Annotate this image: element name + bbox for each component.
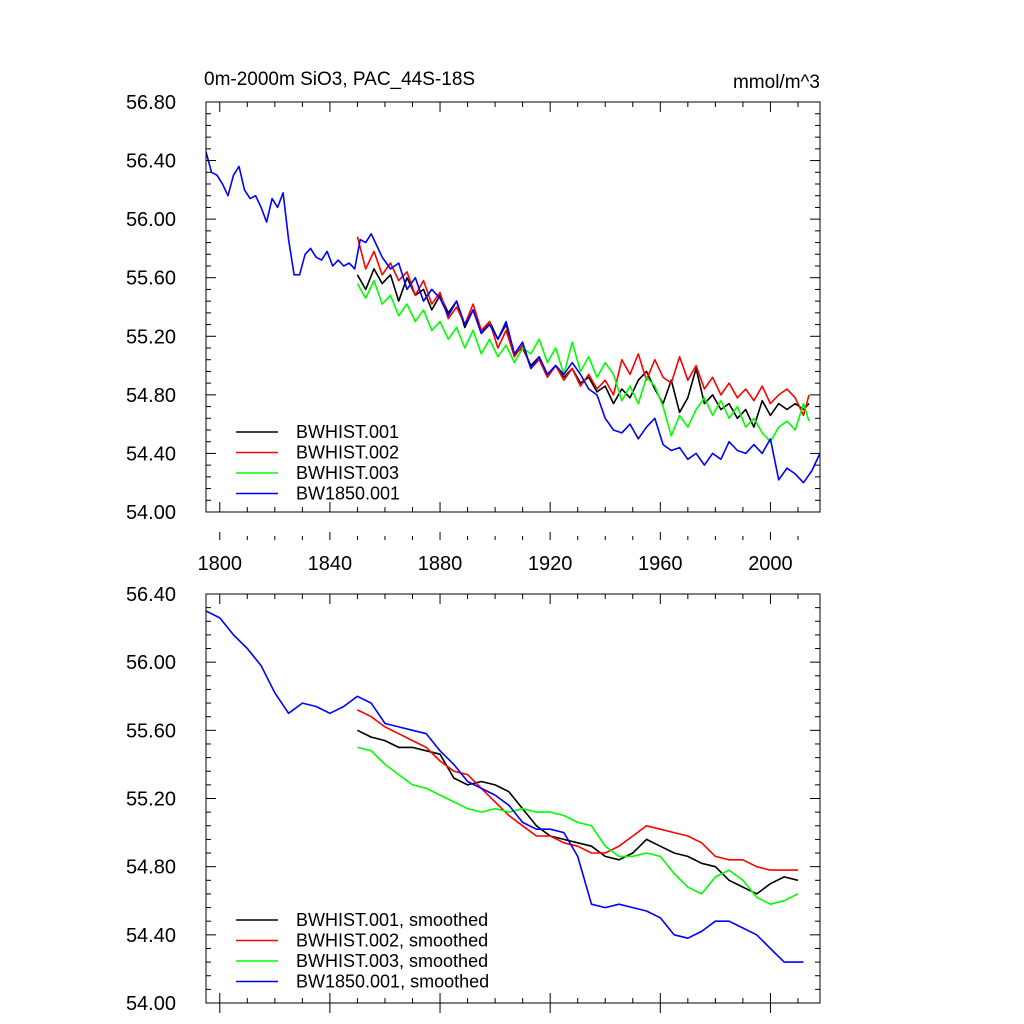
y-tick-label: 54.00 xyxy=(126,502,176,524)
y-tick-label: 56.00 xyxy=(126,652,176,674)
legend-label: BWHIST.001 xyxy=(296,422,399,442)
series-line-bwhist-003-smoothed xyxy=(357,746,799,906)
y-tick-label: 54.00 xyxy=(126,993,176,1015)
series-line-bwhist-001-smoothed xyxy=(357,729,799,895)
units-label: mmol/m^3 xyxy=(733,72,820,93)
legend-label: BW1850.001 xyxy=(296,484,400,504)
bottom-panel-smoothed-timeseries: 54.00 54.40 54.80 55.20 55.60 56.00 56.40 BWHIS… xyxy=(126,584,821,1015)
legend-label: BWHIST.003, smoothed xyxy=(296,951,488,971)
x-tick-label: 2000 xyxy=(748,553,793,575)
series-line-bw1850-001 xyxy=(206,151,820,484)
y-tick-label: 55.60 xyxy=(126,268,176,290)
x-tick-label: 1920 xyxy=(528,553,573,575)
y-tick-label: 56.40 xyxy=(126,584,176,606)
x-tick-label: 1960 xyxy=(638,553,683,575)
series-line-bwhist-001 xyxy=(356,268,810,428)
legend-label: BWHIST.001, smoothed xyxy=(296,910,488,930)
y-tick-label: 55.20 xyxy=(126,789,176,811)
series-line-bw1850-001-smoothed xyxy=(206,610,804,963)
legend-label: BWHIST.003 xyxy=(296,463,399,483)
y-tick-label: 55.60 xyxy=(126,720,176,742)
y-tick-label: 54.40 xyxy=(126,443,176,465)
x-tick-label: 1800 xyxy=(198,553,243,575)
x-tick-label: 1840 xyxy=(308,553,353,575)
y-tick-label: 56.80 xyxy=(126,92,176,114)
series-line-bwhist-003 xyxy=(356,279,810,443)
y-tick-label: 56.00 xyxy=(126,209,176,231)
chart-title: 0m-2000m SiO3, PAC_44S-18S xyxy=(204,69,475,90)
y-tick-label: 56.40 xyxy=(126,151,176,173)
y-tick-label: 54.40 xyxy=(126,925,176,947)
plot-frame xyxy=(205,101,821,513)
series-line-bwhist-002-smoothed xyxy=(357,709,798,871)
top-panel-raw-timeseries: 1800 1840 1880 1920 1960 2000 54.00 54.40 54.80 5… xyxy=(126,69,821,575)
series-line-bwhist-002 xyxy=(356,236,810,417)
y-tick-label: 54.80 xyxy=(126,857,176,879)
x-tick-label: 1880 xyxy=(418,553,463,575)
legend-label: BWHIST.002 xyxy=(296,443,399,463)
y-tick-label: 55.20 xyxy=(126,326,176,348)
legend-label: BW1850.001, smoothed xyxy=(296,972,489,992)
legend-label: BWHIST.002, smoothed xyxy=(296,931,488,951)
y-tick-label: 54.80 xyxy=(126,385,176,407)
